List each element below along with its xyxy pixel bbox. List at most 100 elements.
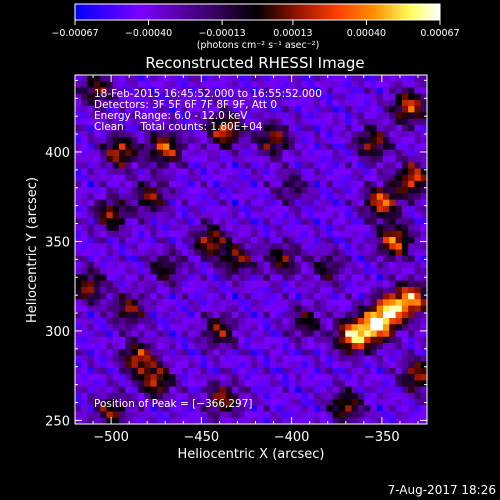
heatmap-cell <box>119 405 126 413</box>
heatmap-cell <box>395 106 403 113</box>
heatmap-cell <box>207 255 214 263</box>
heatmap-cell <box>219 243 227 250</box>
heatmap-cell <box>364 330 371 338</box>
heatmap-cell <box>383 168 390 176</box>
heatmap-cell <box>188 299 195 307</box>
heatmap-cell <box>351 87 359 95</box>
heatmap-cell <box>100 168 107 176</box>
heatmap-cell <box>263 355 271 363</box>
heatmap-cell <box>389 361 397 369</box>
heatmap-cell <box>81 81 89 88</box>
heatmap-cell <box>364 399 371 406</box>
heatmap-cell <box>125 255 133 263</box>
heatmap-cell <box>395 305 403 313</box>
heatmap-cell <box>144 405 151 413</box>
heatmap-cell <box>370 280 378 288</box>
heatmap-cell <box>420 367 428 375</box>
heatmap-cell <box>225 187 233 194</box>
heatmap-cell <box>332 137 340 145</box>
heatmap-cell <box>188 137 195 145</box>
heatmap-cell <box>156 411 164 419</box>
heatmap-cell <box>288 355 296 363</box>
heatmap-cell <box>244 112 252 120</box>
heatmap-cell <box>351 93 359 101</box>
heatmap-cell <box>332 224 340 232</box>
heatmap-cell <box>100 118 107 126</box>
heatmap-cell <box>401 355 409 363</box>
heatmap-cell <box>131 180 139 188</box>
heatmap-cell <box>251 336 258 344</box>
heatmap-cell <box>81 330 89 338</box>
heatmap-cell <box>251 374 258 381</box>
heatmap-cell <box>156 336 164 344</box>
heatmap-cell <box>194 361 202 369</box>
heatmap-cell <box>307 417 315 425</box>
heatmap-cell <box>207 405 214 413</box>
heatmap-cell <box>137 93 145 101</box>
heatmap-cell <box>351 224 359 232</box>
heatmap-cell <box>207 342 214 350</box>
heatmap-cell <box>225 75 233 82</box>
heatmap-cell <box>320 124 327 132</box>
heatmap-cell <box>156 124 164 132</box>
heatmap-cell <box>112 367 120 375</box>
heatmap-cell <box>238 367 246 375</box>
heatmap-cell <box>213 174 221 182</box>
heatmap-cell <box>282 99 290 107</box>
heatmap-cell <box>181 261 189 269</box>
heatmap-cell <box>326 174 334 182</box>
heatmap-cell <box>339 156 346 163</box>
heatmap-cell <box>219 87 227 95</box>
heatmap-cell <box>232 112 239 120</box>
heatmap-cell <box>326 143 334 151</box>
heatmap-cell <box>389 174 397 182</box>
heatmap-cell <box>288 293 296 300</box>
heatmap-cell <box>100 374 107 381</box>
heatmap-cell <box>276 411 283 419</box>
heatmap-cell <box>169 330 177 338</box>
heatmap-cell <box>219 137 227 145</box>
heatmap-cell <box>401 367 409 375</box>
heatmap-cell <box>295 149 302 157</box>
heatmap-cell <box>401 386 409 394</box>
heatmap-cell <box>125 261 133 269</box>
heatmap-cell <box>100 311 107 319</box>
heatmap-cell <box>282 293 290 300</box>
heatmap-cell <box>225 174 233 182</box>
heatmap-cell <box>93 112 101 120</box>
heatmap-cell <box>175 330 183 338</box>
heatmap-cell <box>188 268 195 275</box>
heatmap-cell <box>364 305 371 313</box>
heatmap-cell <box>144 318 151 325</box>
heatmap-cell <box>370 224 378 232</box>
heatmap-cell <box>257 330 265 338</box>
heatmap-cell <box>175 280 183 288</box>
heatmap-cell <box>389 112 397 120</box>
heatmap-cell <box>137 106 145 113</box>
heatmap-cell <box>169 93 177 101</box>
heatmap-cell <box>301 280 309 288</box>
heatmap-cell <box>401 106 409 113</box>
heatmap-cell <box>295 131 302 138</box>
heatmap-cell <box>112 224 120 232</box>
heatmap-cell <box>207 305 214 313</box>
heatmap-cell <box>119 99 126 107</box>
heatmap-cell <box>181 311 189 319</box>
heatmap-cell <box>276 93 283 101</box>
heatmap-cell <box>87 249 95 257</box>
heatmap-cell <box>301 93 309 101</box>
heatmap-cell <box>156 268 164 275</box>
heatmap-cell <box>119 162 126 169</box>
heatmap-cell <box>339 405 346 413</box>
heatmap-cell <box>251 224 258 232</box>
heatmap-cell <box>339 305 346 313</box>
heatmap-cell <box>131 205 139 213</box>
heatmap-cell <box>238 187 246 194</box>
heatmap-cell <box>169 261 177 269</box>
heatmap-cell <box>320 81 327 88</box>
heatmap-cell <box>301 143 309 151</box>
heatmap-cell <box>137 318 145 325</box>
heatmap-cell <box>295 124 302 132</box>
heatmap-cell <box>181 380 189 388</box>
heatmap-cell <box>106 112 114 120</box>
